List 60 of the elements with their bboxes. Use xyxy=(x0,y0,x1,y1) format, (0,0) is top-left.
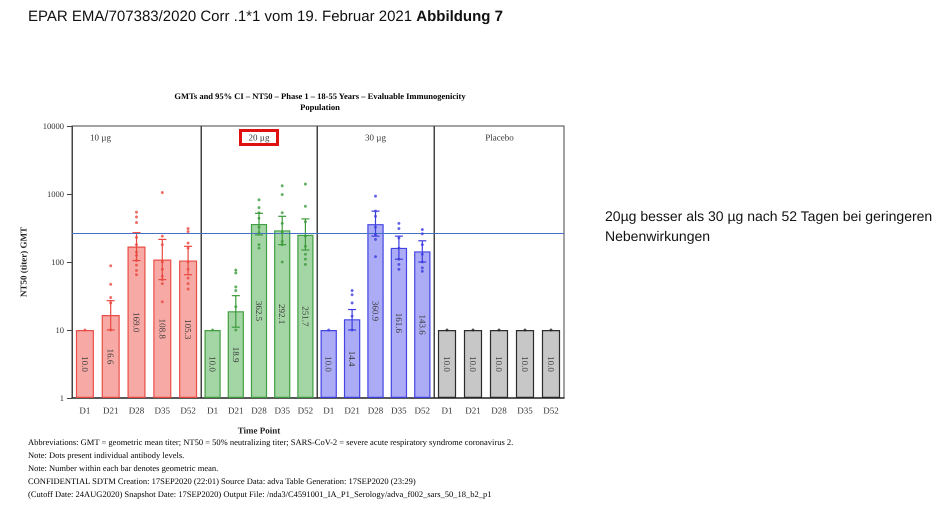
text: 10 µg xyxy=(90,132,112,142)
data-label: 292.1 xyxy=(277,304,288,324)
data-label: 10.0 xyxy=(520,356,530,372)
y-axis-title: NT50 (titer) GMT xyxy=(18,227,28,297)
text: CONFIDENTIAL SDTM Creation: 17SEP2020 (22:01) Source Data: adva Table Generation: 17SEP2020 (23:29) xyxy=(28,475,417,488)
text: (Cutoff Date: 24AUG2020) Snapshot Date: 17SEP2020) Output File: /nda3/C4591001_IA_P1_Serology/adva_f002_sars_50_18_b2_p1 xyxy=(28,488,493,501)
x-tick-label: D28 xyxy=(251,406,268,416)
text: 30 µg xyxy=(365,132,386,142)
x-tick-label: D52 xyxy=(414,406,430,416)
y-tick-label: 10 xyxy=(56,325,64,335)
data-label: 108.8 xyxy=(157,318,168,340)
x-tick-label: D1 xyxy=(207,406,218,416)
data-label: 10.0 xyxy=(494,356,504,372)
text: 20µg besser als 30 µg nach 52 Tagen bei geringeren Nebenwirkungen xyxy=(605,207,934,246)
text: Note: Number within each bar denotes geometric mean. xyxy=(28,462,220,475)
data-label: 143.6 xyxy=(417,314,428,336)
y-tick-label: 1 xyxy=(60,393,64,403)
data-label: 10.0 xyxy=(442,356,452,372)
x-tick-label: D21 xyxy=(344,406,360,416)
x-tick-label: D21 xyxy=(102,406,118,416)
data-label: 360.9 xyxy=(370,300,380,322)
data-label: 362.5 xyxy=(254,300,264,322)
x-tick-label: D28 xyxy=(368,406,384,416)
data-label: 10.0 xyxy=(324,356,334,372)
y-tick-label: 10000 xyxy=(42,121,64,131)
x-tick-label: D28 xyxy=(491,406,508,416)
x-tick-label: D1 xyxy=(442,406,452,416)
data-label: 169.0 xyxy=(132,312,142,333)
data-label: 161.6 xyxy=(394,312,404,334)
y-tick-label: 1000 xyxy=(47,189,64,199)
data-label: 105.3 xyxy=(183,319,194,340)
data-label: 16.6 xyxy=(106,348,116,365)
x-tick-label: D21 xyxy=(228,406,244,416)
x-tick-label: D52 xyxy=(298,406,314,416)
x-tick-label: D1 xyxy=(79,406,90,416)
data-label: 10.0 xyxy=(468,356,478,372)
x-tick-label: D35 xyxy=(391,406,408,416)
text: Abbreviations: GMT = geometric mean titer; NT50 = 50% neutralizing titer; SARS-CoV-2 = severe acute respiratory syndrome coronavirus 2. xyxy=(28,436,514,449)
text: Note: Dots present individual antibody levels. xyxy=(28,449,186,462)
x-tick-label: D1 xyxy=(323,406,334,416)
data-label: 10.0 xyxy=(208,356,218,372)
x-tick-label: D52 xyxy=(543,406,559,416)
data-label: 14.4 xyxy=(347,350,358,367)
data-label: 10.0 xyxy=(546,356,556,372)
x-tick-label: D21 xyxy=(465,406,481,416)
data-label: 10.0 xyxy=(80,356,90,372)
x-tick-label: D35 xyxy=(517,406,534,416)
data-label: 251.7 xyxy=(300,306,310,327)
text: EPAR EMA/707383/2020 Corr .1*1 vom 19. Februar 2021 xyxy=(28,8,414,25)
x-axis-title: Time Point xyxy=(238,426,280,436)
x-tick-label: D52 xyxy=(180,406,196,416)
text: 20 µg xyxy=(248,132,270,142)
text: Placebo xyxy=(485,132,514,142)
x-tick-label: D35 xyxy=(274,406,290,416)
x-tick-label: D35 xyxy=(154,406,171,416)
text: Abbildung 7 xyxy=(416,8,503,25)
x-tick-label: D28 xyxy=(128,406,145,416)
y-tick-label: 100 xyxy=(51,257,64,267)
text: GMTs and 95% CI – NT50 – Phase 1 – 18-55 Years – Evaluable Immunogenicity Population xyxy=(173,91,467,113)
data-label: 18.9 xyxy=(230,346,241,363)
